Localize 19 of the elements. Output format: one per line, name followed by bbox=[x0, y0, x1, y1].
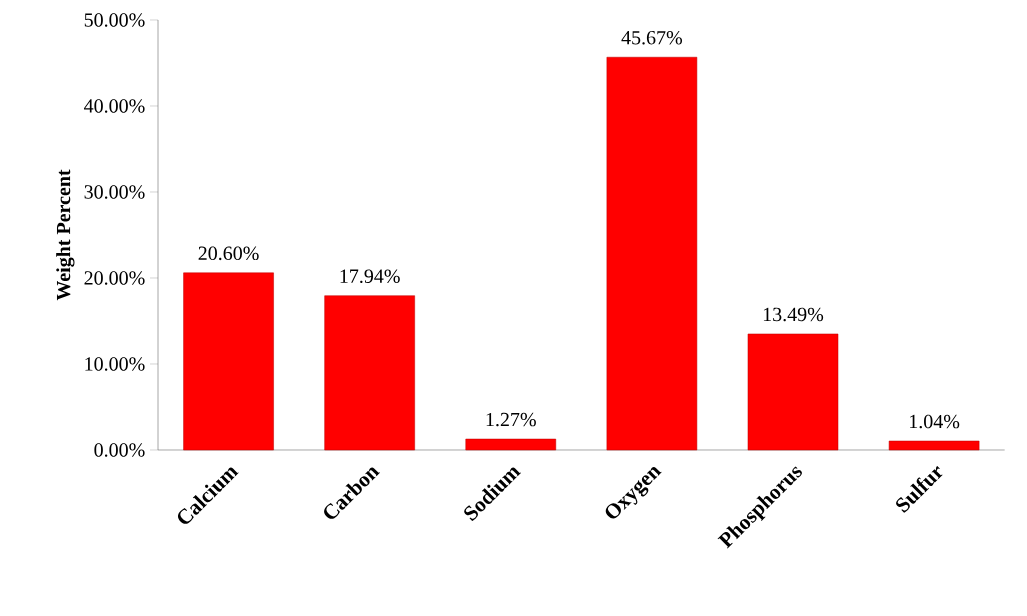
data-label: 45.67% bbox=[621, 30, 683, 45]
bar bbox=[888, 440, 980, 451]
y-axis-title: Weight Percent bbox=[56, 169, 75, 301]
data-label: 1.04% bbox=[910, 414, 960, 429]
data-label: 20.60% bbox=[198, 246, 259, 261]
y-tick-label: 0.00% bbox=[94, 443, 145, 457]
y-tick-label: 10.00% bbox=[85, 357, 145, 371]
bar bbox=[465, 438, 557, 451]
bar bbox=[747, 333, 839, 451]
bar bbox=[183, 272, 274, 451]
data-label: 17.94% bbox=[340, 269, 400, 284]
y-tick-label: 50.00% bbox=[84, 13, 145, 27]
data-label: 13.49% bbox=[763, 307, 824, 322]
bar bbox=[606, 56, 698, 451]
y-tick-label: 20.00% bbox=[84, 271, 145, 285]
y-tick-label: 40.00% bbox=[84, 99, 145, 113]
y-tick-label: 30.00% bbox=[84, 185, 145, 199]
bar bbox=[324, 295, 415, 451]
data-label: 1.27% bbox=[486, 412, 536, 427]
